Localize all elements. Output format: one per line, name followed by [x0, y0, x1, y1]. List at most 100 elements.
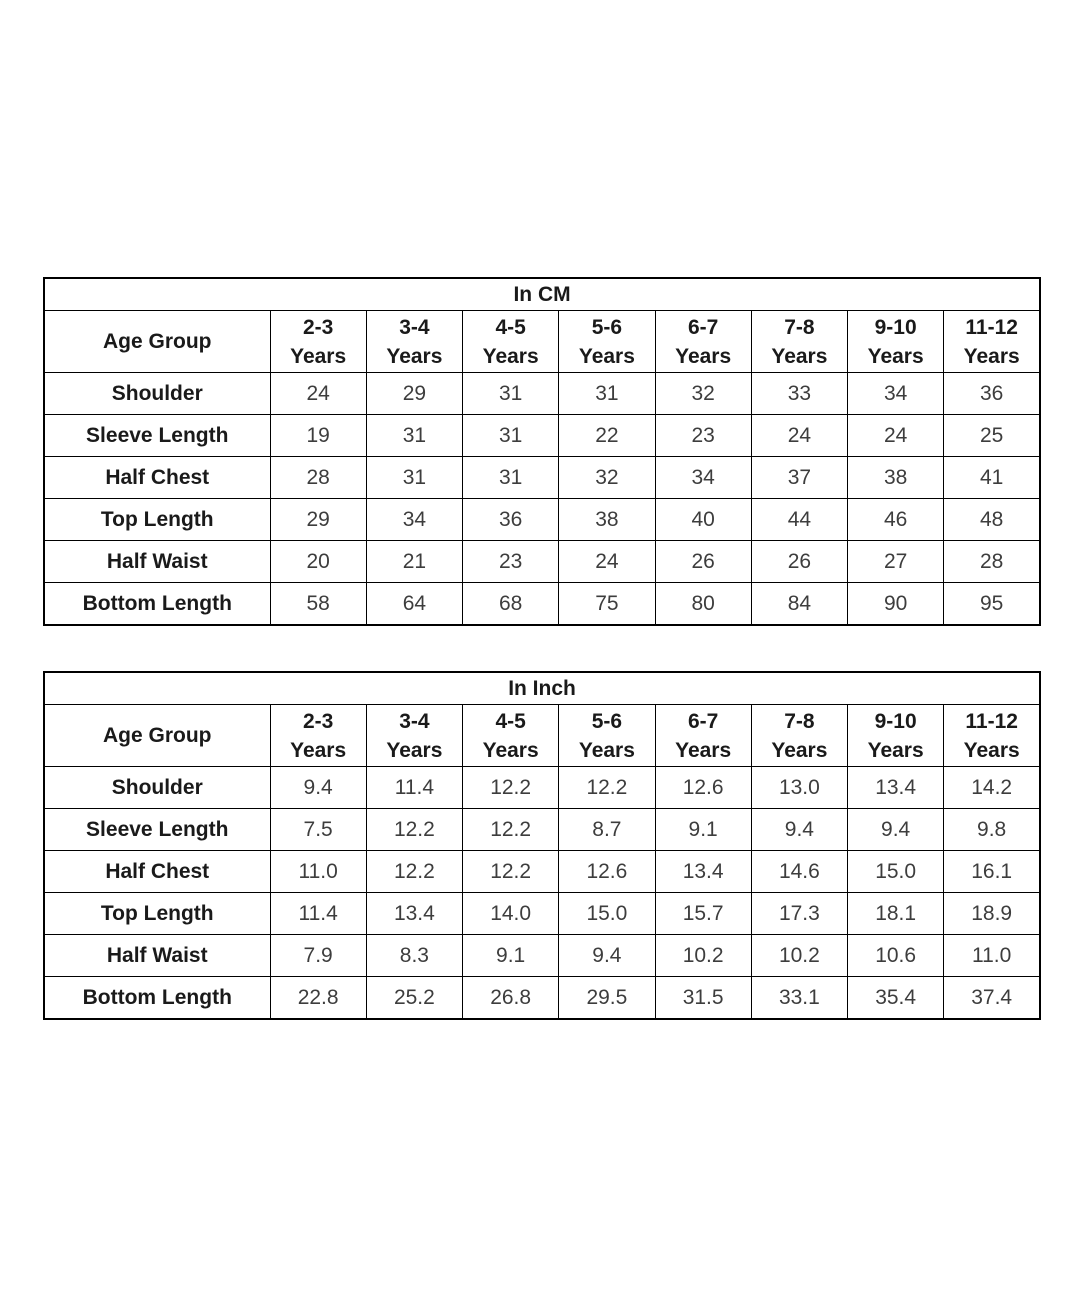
measurement-value: 24: [750, 414, 849, 457]
age-range-text: 4-5: [495, 315, 526, 339]
measurement-value: 33.1: [750, 976, 849, 1020]
measurement-value: 29: [269, 498, 367, 541]
measurement-value: 20: [269, 540, 367, 583]
measurement-value: 22: [558, 414, 656, 457]
measurement-value: 12.6: [654, 766, 752, 809]
age-unit-text: Years: [963, 738, 1020, 762]
age-column-header: 7-8 Years: [750, 704, 849, 767]
age-unit-text: Years: [675, 344, 732, 368]
measurement-value: 14.0: [461, 892, 560, 935]
table-title-row: In CM: [43, 277, 1041, 311]
measurement-value: 12.2: [365, 808, 464, 851]
age-column-header: 4-5 Years: [461, 704, 560, 767]
measurement-row: Top Length 29 34 36 38 40 44 46 48: [43, 498, 1041, 541]
table-title: In Inch: [43, 671, 1041, 705]
age-column-header: 5-6 Years: [558, 310, 656, 373]
measurement-value: 9.4: [846, 808, 945, 851]
table-title-row: In Inch: [43, 671, 1041, 705]
age-range-text: 11-12: [965, 709, 1018, 733]
measurement-value: 36: [461, 498, 560, 541]
measurement-value: 31.5: [654, 976, 752, 1020]
measurement-value: 12.2: [461, 850, 560, 893]
age-unit-text: Years: [482, 738, 539, 762]
age-column-header: 9-10 Years: [846, 310, 945, 373]
size-tables-container: In CM Age Group 2-3 Years 3-4 Years 4-5 Years 5-…: [43, 277, 1042, 1020]
measurement-label: Bottom Length: [43, 976, 271, 1020]
measurement-label: Shoulder: [43, 372, 271, 415]
age-column-header: 7-8 Years: [750, 310, 849, 373]
age-range-text: 7-8: [784, 315, 815, 339]
age-unit-text: Years: [867, 738, 924, 762]
measurement-value: 11.4: [269, 892, 367, 935]
measurement-value: 8.7: [558, 808, 656, 851]
measurement-label: Half Chest: [43, 850, 271, 893]
measurement-value: 12.2: [461, 808, 560, 851]
measurement-value: 26: [750, 540, 849, 583]
measurement-value: 7.9: [269, 934, 367, 977]
measurement-label: Bottom Length: [43, 582, 271, 626]
measurement-value: 37.4: [943, 976, 1041, 1020]
measurement-value: 58: [269, 582, 367, 626]
measurement-value: 31: [461, 414, 560, 457]
age-group-header-row: Age Group 2-3 Years 3-4 Years 4-5 Years 5-6 Year…: [43, 310, 1041, 373]
age-range-text: 2-3: [302, 709, 334, 733]
age-column-header: 11-12 Years: [943, 704, 1041, 767]
age-column-header: 3-4 Years: [365, 310, 464, 373]
measurement-label: Shoulder: [43, 766, 271, 809]
age-unit-text: Years: [675, 738, 732, 762]
size-table-cm: In CM Age Group 2-3 Years 3-4 Years 4-5 Years 5-…: [43, 277, 1042, 626]
measurement-label: Half Waist: [43, 540, 271, 583]
measurement-value: 12.2: [558, 766, 656, 809]
measurement-value: 13.4: [654, 850, 752, 893]
age-range-text: 5-6: [591, 709, 623, 733]
measurement-value: 23: [461, 540, 560, 583]
age-group-corner-label: Age Group: [43, 310, 271, 373]
measurement-row: Half Chest 11.0 12.2 12.2 12.6 13.4 14.6 15.0 16…: [43, 850, 1041, 893]
measurement-value: 80: [654, 582, 752, 626]
measurement-value: 19: [269, 414, 367, 457]
measurement-value: 26.8: [461, 976, 560, 1020]
table-title: In CM: [43, 277, 1041, 311]
measurement-value: 15.0: [846, 850, 945, 893]
age-range-text: 2-3: [302, 315, 334, 339]
measurement-value: 34: [654, 456, 752, 499]
measurement-value: 40: [654, 498, 752, 541]
measurement-value: 31: [461, 372, 560, 415]
measurement-value: 14.6: [750, 850, 849, 893]
age-range-text: 11-12: [965, 315, 1018, 339]
measurement-value: 10.2: [750, 934, 849, 977]
age-column-header: 4-5 Years: [461, 310, 560, 373]
measurement-value: 95: [943, 582, 1041, 626]
measurement-value: 15.7: [654, 892, 752, 935]
measurement-value: 13.0: [750, 766, 849, 809]
measurement-value: 13.4: [846, 766, 945, 809]
measurement-row: Half Waist 20 21 23 24 26 26 27 28: [43, 540, 1041, 583]
age-column-header: 11-12 Years: [943, 310, 1041, 373]
age-unit-text: Years: [290, 738, 347, 762]
measurement-row: Sleeve Length 7.5 12.2 12.2 8.7 9.1 9.4 9.4 9.8: [43, 808, 1041, 851]
measurement-value: 28: [943, 540, 1041, 583]
measurement-value: 16.1: [943, 850, 1041, 893]
measurement-value: 21: [365, 540, 464, 583]
age-range-text: 5-6: [591, 315, 623, 339]
age-column-header: 6-7 Years: [654, 704, 752, 767]
measurement-label: Half Chest: [43, 456, 271, 499]
measurement-value: 31: [365, 456, 464, 499]
measurement-value: 68: [461, 582, 560, 626]
measurement-value: 32: [558, 456, 656, 499]
measurement-value: 46: [846, 498, 945, 541]
measurement-value: 41: [943, 456, 1041, 499]
age-range-text: 3-4: [399, 709, 430, 733]
measurement-row: Shoulder 9.4 11.4 12.2 12.2 12.6 13.0 13.4 14.2: [43, 766, 1041, 809]
measurement-value: 10.2: [654, 934, 752, 977]
measurement-label: Top Length: [43, 892, 271, 935]
measurement-value: 10.6: [846, 934, 945, 977]
measurement-value: 11.0: [943, 934, 1041, 977]
measurement-value: 18.1: [846, 892, 945, 935]
age-unit-text: Years: [963, 344, 1020, 368]
age-unit-text: Years: [482, 344, 539, 368]
measurement-value: 64: [365, 582, 464, 626]
age-range-text: 3-4: [399, 315, 430, 339]
measurement-row: Half Waist 7.9 8.3 9.1 9.4 10.2 10.2 10.6 11.0: [43, 934, 1041, 977]
age-group-corner-label: Age Group: [43, 704, 271, 767]
